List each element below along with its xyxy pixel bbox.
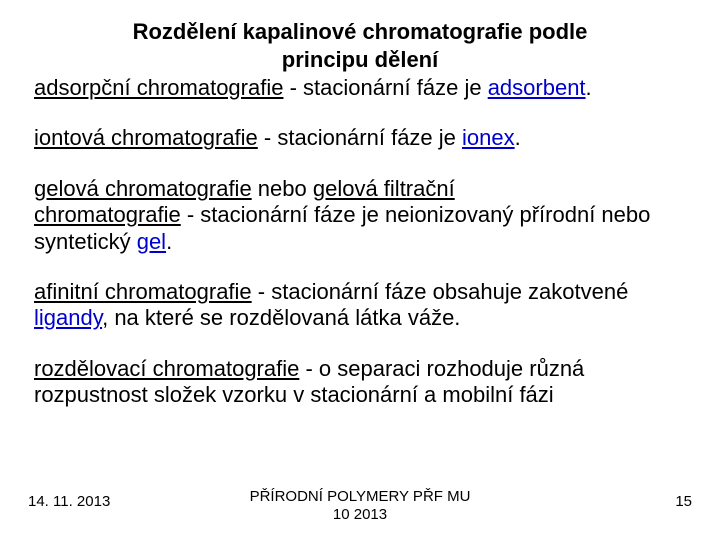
text: nebo — [252, 176, 313, 201]
term-affinity: afinitní chromatografie — [34, 279, 252, 304]
link-ionex[interactable]: ionex — [462, 125, 515, 150]
text: . — [515, 125, 521, 150]
term-gel-2: gelová filtrační — [313, 176, 455, 201]
text: - stacionární fáze obsahuje zakotvené — [252, 279, 629, 304]
footer-center-line-1: PŘÍRODNÍ POLYMERY PŘF MU — [250, 488, 471, 505]
title-line-2: principu dělení — [282, 47, 438, 72]
term-gel-3: chromatografie — [34, 202, 181, 227]
slide: Rozdělení kapalinové chromatografie podl… — [0, 0, 720, 540]
text: - stacionární fáze je — [258, 125, 462, 150]
text: , na které se rozdělovaná látka váže. — [102, 305, 460, 330]
paragraph-partition: rozdělovací chromatografie - o separaci … — [34, 356, 686, 409]
term-adsorption: adsorpční chromatografie — [34, 75, 283, 100]
title-line-1: Rozdělení kapalinové chromatografie podl… — [133, 19, 588, 44]
link-adsorbent[interactable]: adsorbent — [488, 75, 586, 100]
text: - stacionární fáze je — [283, 75, 487, 100]
footer-page-number: 15 — [675, 493, 692, 510]
term-partition: rozdělovací chromatografie — [34, 356, 299, 381]
term-gel-1: gelová chromatografie — [34, 176, 252, 201]
paragraph-adsorption: adsorpční chromatografie - stacionární f… — [34, 75, 686, 101]
text: . — [586, 75, 592, 100]
footer-center: PŘÍRODNÍ POLYMERY PŘF MU 10 2013 — [0, 488, 720, 524]
paragraph-affinity: afinitní chromatografie - stacionární fá… — [34, 279, 686, 332]
footer-center-line-2: 10 2013 — [333, 506, 387, 523]
paragraph-gel: gelová chromatografie nebo gelová filtra… — [34, 176, 686, 255]
text: . — [166, 229, 172, 254]
link-gel[interactable]: gel — [137, 229, 166, 254]
link-ligandy[interactable]: ligandy — [34, 305, 102, 330]
term-ion: iontová chromatografie — [34, 125, 258, 150]
slide-title: Rozdělení kapalinové chromatografie podl… — [34, 18, 686, 73]
paragraph-ion: iontová chromatografie - stacionární fáz… — [34, 125, 686, 151]
